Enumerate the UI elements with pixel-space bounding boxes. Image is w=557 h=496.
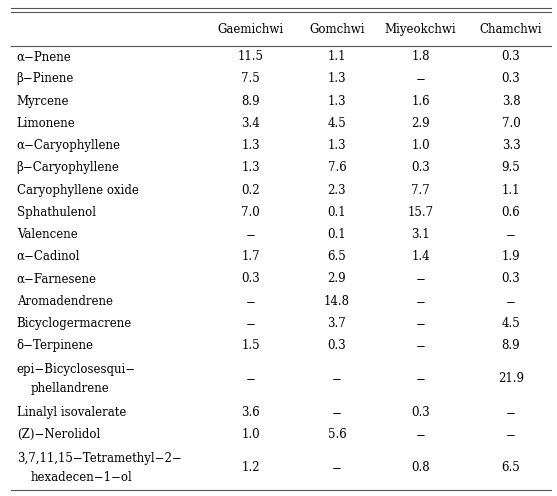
Text: −: − [246, 372, 256, 385]
Text: 1.7: 1.7 [241, 250, 260, 263]
Text: 1.0: 1.0 [241, 428, 260, 441]
Text: 0.3: 0.3 [411, 406, 430, 419]
Text: 4.5: 4.5 [328, 117, 346, 130]
Text: Sphathulenol: Sphathulenol [17, 206, 96, 219]
Text: Limonene: Limonene [17, 117, 75, 130]
Text: −: − [416, 372, 426, 385]
Text: 3,7,11,15−Tetramethyl−2−: 3,7,11,15−Tetramethyl−2− [17, 451, 182, 465]
Text: 2.9: 2.9 [328, 272, 346, 286]
Text: Miyeokchwi: Miyeokchwi [385, 22, 456, 36]
Text: −: − [416, 317, 426, 330]
Text: 7.5: 7.5 [241, 72, 260, 85]
Text: Bicyclogermacrene: Bicyclogermacrene [17, 317, 132, 330]
Text: α−Caryophyllene: α−Caryophyllene [17, 139, 121, 152]
Text: 5.6: 5.6 [328, 428, 346, 441]
Text: δ−Terpinene: δ−Terpinene [17, 339, 94, 352]
Text: −: − [416, 428, 426, 441]
Text: 0.3: 0.3 [502, 272, 520, 286]
Text: 14.8: 14.8 [324, 295, 350, 308]
Text: 1.3: 1.3 [328, 95, 346, 108]
Text: 1.4: 1.4 [411, 250, 430, 263]
Text: 2.3: 2.3 [328, 184, 346, 196]
Text: α−Farnesene: α−Farnesene [17, 272, 97, 286]
Text: Gomchwi: Gomchwi [309, 22, 365, 36]
Text: 7.6: 7.6 [328, 161, 346, 175]
Text: −: − [506, 228, 516, 241]
Text: 3.1: 3.1 [411, 228, 430, 241]
Text: 3.7: 3.7 [328, 317, 346, 330]
Text: β−Caryophyllene: β−Caryophyllene [17, 161, 120, 175]
Text: 8.9: 8.9 [502, 339, 520, 352]
Text: 3.8: 3.8 [502, 95, 520, 108]
Text: −: − [506, 295, 516, 308]
Text: −: − [332, 461, 342, 474]
Text: (Z)−Nerolidol: (Z)−Nerolidol [17, 428, 100, 441]
Text: Valencene: Valencene [17, 228, 77, 241]
Text: −: − [332, 406, 342, 419]
Text: Chamchwi: Chamchwi [480, 22, 543, 36]
Text: 1.5: 1.5 [241, 339, 260, 352]
Text: 9.5: 9.5 [502, 161, 520, 175]
Text: 1.3: 1.3 [328, 72, 346, 85]
Text: α−Cadinol: α−Cadinol [17, 250, 80, 263]
Text: −: − [246, 228, 256, 241]
Text: α−Pnene: α−Pnene [17, 50, 71, 63]
Text: β−Pinene: β−Pinene [17, 72, 74, 85]
Text: −: − [416, 72, 426, 85]
Text: 0.3: 0.3 [241, 272, 260, 286]
Text: 7.0: 7.0 [241, 206, 260, 219]
Text: −: − [506, 428, 516, 441]
Text: hexadecen−1−ol: hexadecen−1−ol [31, 471, 133, 484]
Text: 1.3: 1.3 [241, 161, 260, 175]
Text: 0.2: 0.2 [241, 184, 260, 196]
Text: 1.1: 1.1 [328, 50, 346, 63]
Text: 1.2: 1.2 [241, 461, 260, 474]
Text: Gaemichwi: Gaemichwi [218, 22, 284, 36]
Text: phellandrene: phellandrene [31, 382, 109, 395]
Text: Aromadendrene: Aromadendrene [17, 295, 113, 308]
Text: 11.5: 11.5 [238, 50, 263, 63]
Text: −: − [246, 295, 256, 308]
Text: 1.9: 1.9 [502, 250, 520, 263]
Text: 15.7: 15.7 [408, 206, 433, 219]
Text: 3.3: 3.3 [502, 139, 520, 152]
Text: 1.3: 1.3 [241, 139, 260, 152]
Text: 6.5: 6.5 [328, 250, 346, 263]
Text: 0.3: 0.3 [411, 161, 430, 175]
Text: 0.3: 0.3 [502, 72, 520, 85]
Text: −: − [332, 372, 342, 385]
Text: epi−Bicyclosesqui−: epi−Bicyclosesqui− [17, 363, 136, 375]
Text: 21.9: 21.9 [498, 372, 524, 385]
Text: −: − [416, 295, 426, 308]
Text: 2.9: 2.9 [411, 117, 430, 130]
Text: 1.8: 1.8 [411, 50, 430, 63]
Text: −: − [416, 272, 426, 286]
Text: 1.0: 1.0 [411, 139, 430, 152]
Text: 1.6: 1.6 [411, 95, 430, 108]
Text: −: − [246, 317, 256, 330]
Text: Linalyl isovalerate: Linalyl isovalerate [17, 406, 126, 419]
Text: 0.8: 0.8 [411, 461, 430, 474]
Text: 4.5: 4.5 [502, 317, 520, 330]
Text: 0.3: 0.3 [328, 339, 346, 352]
Text: −: − [416, 339, 426, 352]
Text: 3.6: 3.6 [241, 406, 260, 419]
Text: 0.3: 0.3 [502, 50, 520, 63]
Text: 1.1: 1.1 [502, 184, 520, 196]
Text: 3.4: 3.4 [241, 117, 260, 130]
Text: 6.5: 6.5 [502, 461, 520, 474]
Text: −: − [506, 406, 516, 419]
Text: 8.9: 8.9 [241, 95, 260, 108]
Text: Caryophyllene oxide: Caryophyllene oxide [17, 184, 139, 196]
Text: 7.7: 7.7 [411, 184, 430, 196]
Text: 0.6: 0.6 [502, 206, 520, 219]
Text: 0.1: 0.1 [328, 206, 346, 219]
Text: 1.3: 1.3 [328, 139, 346, 152]
Text: Myrcene: Myrcene [17, 95, 69, 108]
Text: 0.1: 0.1 [328, 228, 346, 241]
Text: 7.0: 7.0 [502, 117, 520, 130]
